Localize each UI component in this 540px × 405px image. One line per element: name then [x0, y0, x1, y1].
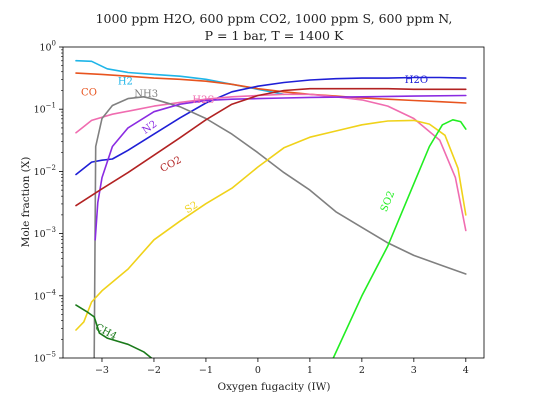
chart-title: 1000 ppm H2O, 600 ppm CO2, 1000 ppm S, 6… [96, 11, 453, 26]
x-tick-label: 2 [359, 365, 365, 376]
series-line-ch4 [75, 304, 153, 358]
series-line-h2o [75, 76, 467, 176]
series-line-so2 [332, 119, 467, 358]
series-label-s2: S2 [183, 200, 200, 216]
series-line-h2 [75, 59, 285, 96]
series-label-ch4: CH4 [93, 322, 118, 342]
x-tick-label: 1 [307, 365, 313, 376]
x-tick-label: −2 [147, 365, 161, 376]
series-label-n2: N2 [141, 119, 160, 137]
series-label-co2: CO2 [159, 155, 184, 175]
y-tick-label: 10−5 [34, 351, 56, 365]
x-axis-label: Oxygen fugacity (IW) [218, 381, 331, 393]
y-tick-label: 10−4 [34, 288, 57, 302]
series-label-h2o: H2O [405, 75, 428, 86]
plot-series [75, 59, 467, 358]
y-tick-label: 100 [39, 40, 56, 54]
series-line-n2 [94, 94, 467, 241]
y-axis: 10−5 10−4 10−3 10−2 10−1 100 [34, 40, 63, 365]
series-line-s2 [75, 119, 467, 331]
series-label-h2: H2 [118, 76, 133, 87]
series-label-so2: SO2 [379, 190, 397, 214]
x-tick-label: −1 [199, 365, 213, 376]
series-labels: H2 CO H2O H2S NH3 N2 CO2 S2 SO2 CH4 [81, 75, 428, 342]
x-tick-label: 0 [255, 365, 261, 376]
chart-subtitle: P = 1 bar, T = 1400 K [205, 28, 344, 43]
x-tick-label: 3 [411, 365, 417, 376]
y-tick-label: 10−3 [34, 226, 56, 240]
series-line-co2 [75, 87, 467, 207]
series-label-co: CO [81, 88, 97, 99]
y-axis-label: Mole fraction (X) [20, 157, 32, 248]
series-line-nh3 [93, 96, 467, 358]
y-tick-label: 10−2 [34, 164, 56, 178]
x-tick-label: −3 [95, 365, 109, 376]
series-label-h2s: H2S [192, 95, 214, 106]
y-tick-label: 10−1 [34, 102, 56, 116]
x-axis: −3 −2 −1 0 1 2 3 4 [95, 358, 469, 376]
series-line-co [75, 72, 467, 104]
x-tick-label: 4 [463, 365, 469, 376]
series-label-nh3: NH3 [134, 89, 158, 100]
plot-frame [62, 46, 485, 359]
